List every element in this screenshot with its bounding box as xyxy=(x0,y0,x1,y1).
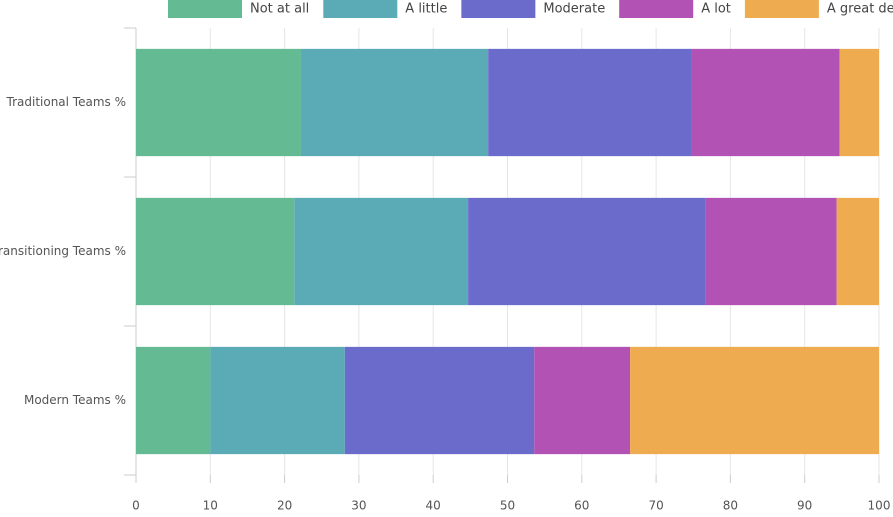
bar-segment xyxy=(534,346,631,455)
x-tick-label: 100 xyxy=(868,499,891,513)
x-tick-label: 0 xyxy=(132,499,140,513)
legend-label: A great deal xyxy=(827,2,893,17)
bar-segment xyxy=(136,346,211,455)
bar-segment xyxy=(705,197,837,306)
legend-swatch xyxy=(744,0,819,18)
x-tick-label: 50 xyxy=(500,499,515,513)
legend-swatch xyxy=(619,0,694,18)
y-tick-label: Modern Teams % xyxy=(24,393,126,407)
bar-segment xyxy=(210,346,345,455)
legend-label: Not at all xyxy=(250,2,309,17)
x-tick-label: 60 xyxy=(574,499,589,513)
x-tick-label: 70 xyxy=(648,499,663,513)
legend-label: Moderate xyxy=(543,2,605,17)
x-tick-label: 40 xyxy=(426,499,441,513)
legend-swatch xyxy=(323,0,398,18)
legend-label: A little xyxy=(405,2,447,17)
bar-segment xyxy=(468,197,706,306)
bar-segment xyxy=(136,48,301,157)
bar-segment xyxy=(344,346,535,455)
x-tick-label: 30 xyxy=(351,499,366,513)
x-tick-label: 20 xyxy=(277,499,292,513)
y-tick-label: Traditional Teams % xyxy=(6,95,126,109)
bar-segment xyxy=(691,48,840,157)
bar-segment xyxy=(836,197,879,306)
bar-segment xyxy=(630,346,879,455)
x-tick-label: 10 xyxy=(203,499,218,513)
x-tick-label: 80 xyxy=(723,499,738,513)
legend-swatch xyxy=(168,0,242,18)
bar-segment xyxy=(839,48,879,157)
y-tick-label: Transitioning Teams % xyxy=(0,244,126,258)
bar-segment xyxy=(136,197,295,306)
legend-label: A lot xyxy=(701,2,731,17)
bar-segment xyxy=(294,197,469,306)
x-tick-label: 90 xyxy=(797,499,812,513)
bar-segment xyxy=(300,48,489,157)
legend-swatch xyxy=(461,0,536,18)
bar-segment xyxy=(488,48,692,157)
